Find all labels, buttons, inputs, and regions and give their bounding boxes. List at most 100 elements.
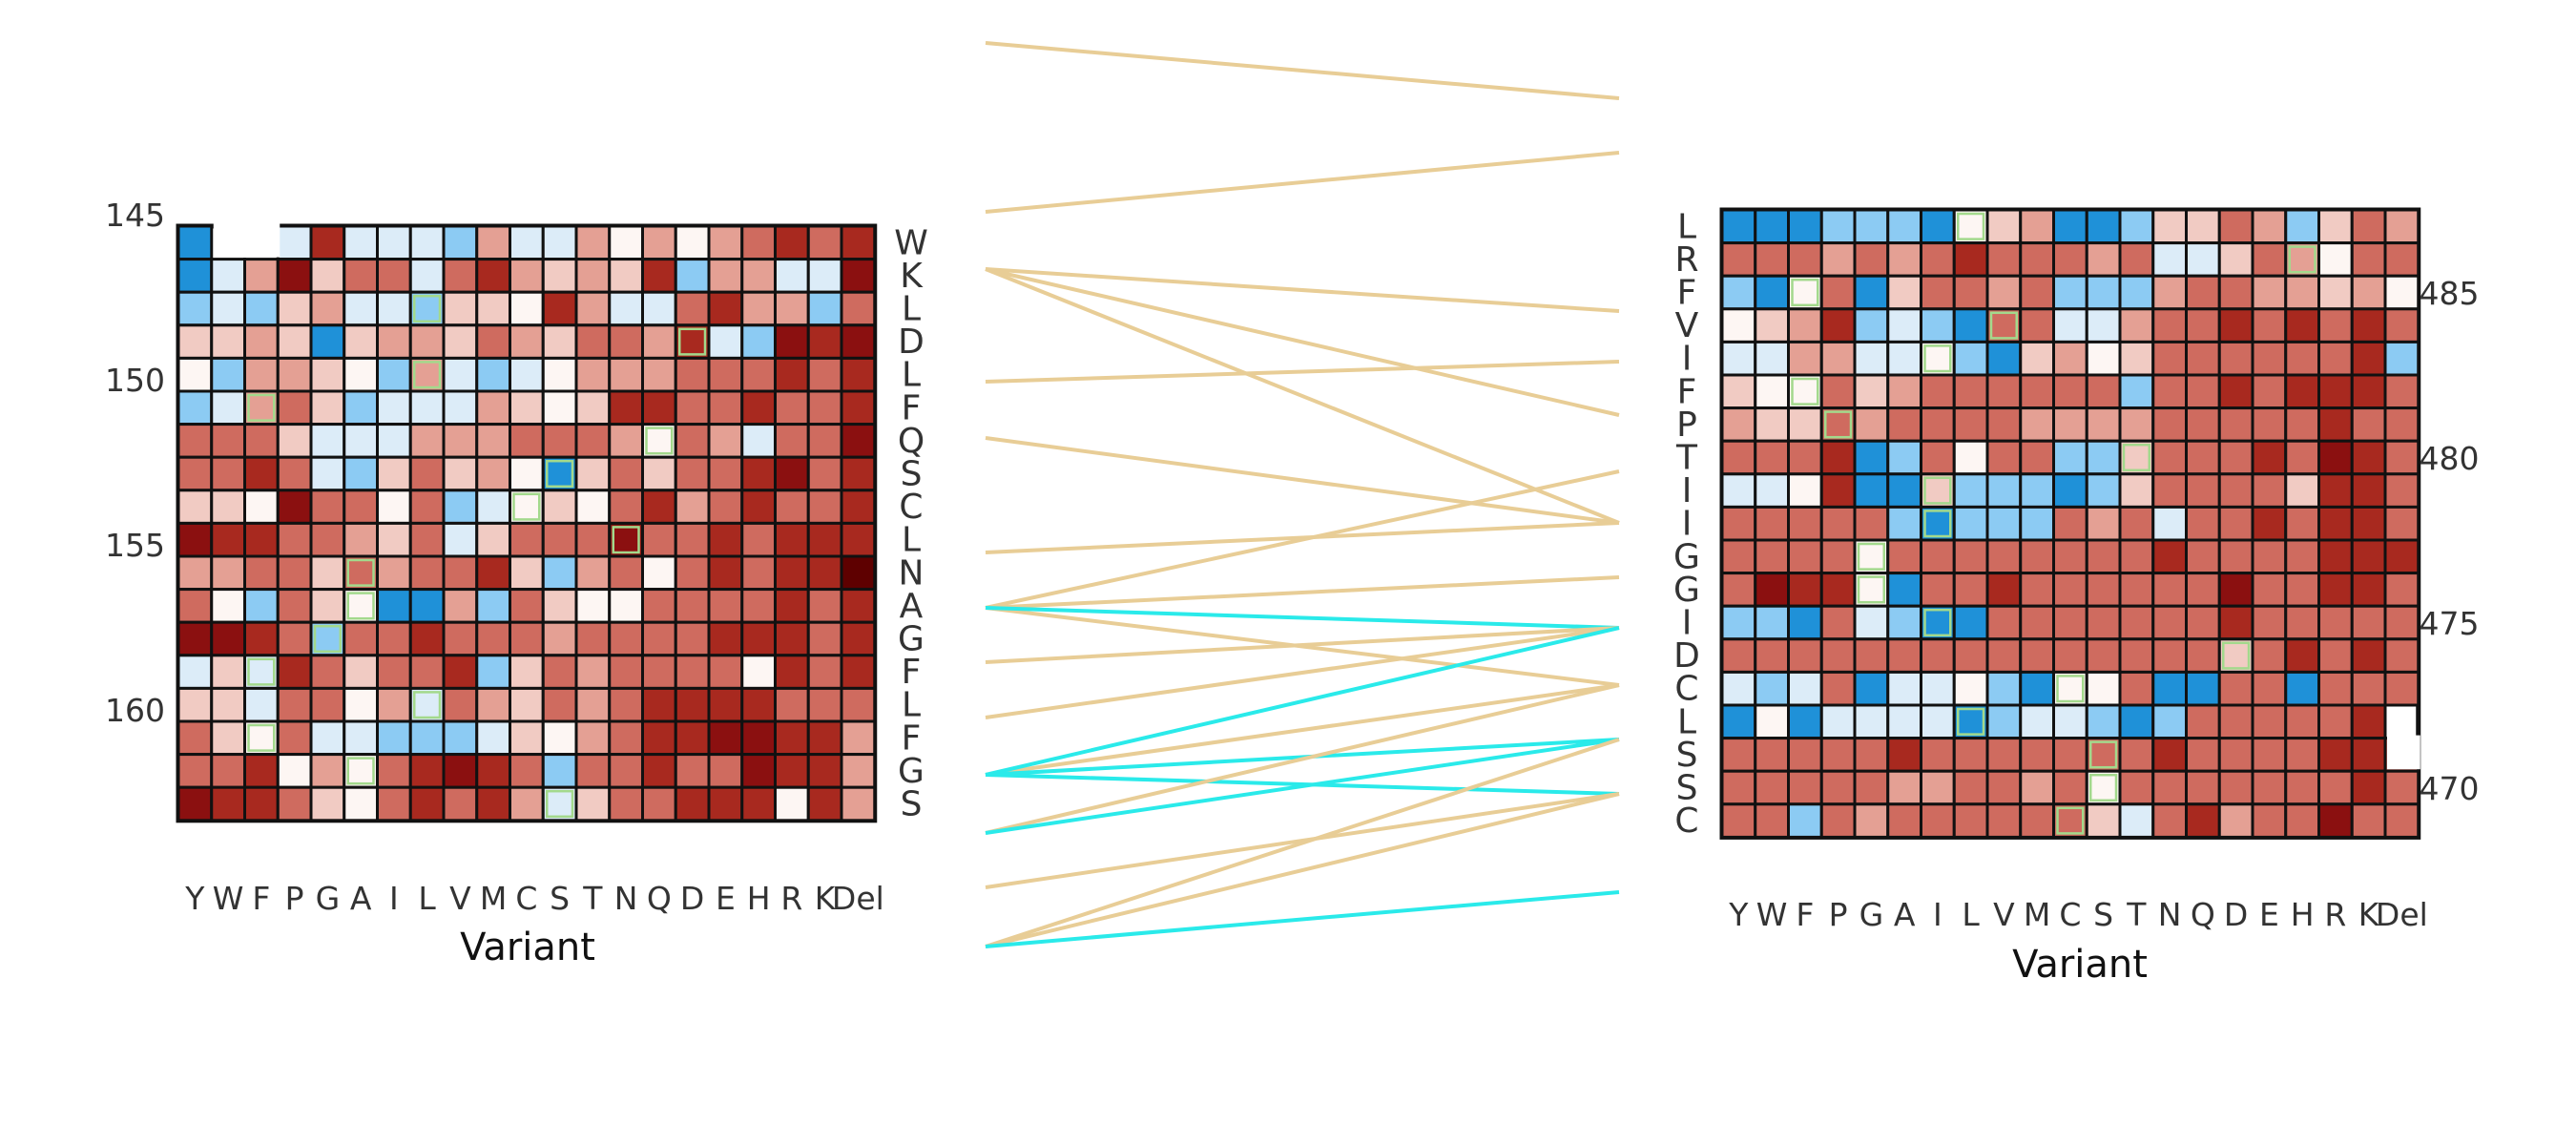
heatmap-cell (1920, 572, 1956, 608)
heatmap-cell (2019, 670, 2055, 707)
heatmap-cell (674, 588, 711, 624)
heatmap-cell (1720, 373, 1757, 410)
heatmap-cell (840, 423, 877, 459)
heatmap-cell (1787, 703, 1823, 740)
heatmap-cell (840, 389, 877, 427)
contact-line-highlight (985, 606, 1620, 630)
heatmap-cell (1886, 538, 1922, 575)
heatmap-cell (774, 521, 810, 558)
contact-line (985, 683, 1620, 835)
heatmap-cell (408, 521, 446, 558)
heatmap-cell (774, 224, 810, 261)
heatmap-cell (408, 719, 446, 757)
heatmap-cell (210, 258, 246, 294)
heatmap-cell (2217, 406, 2254, 443)
heatmap-cell (1787, 604, 1823, 641)
heatmap-cell (1886, 340, 1922, 377)
heatmap-cell (840, 455, 877, 492)
heatmap-cell (1985, 769, 2023, 806)
heatmap-cell (774, 389, 810, 427)
heatmap-cell (2052, 505, 2088, 542)
heatmap-cell (740, 588, 777, 624)
right-residue-label: I (1682, 471, 1693, 510)
left-variant-tick: E (716, 880, 736, 917)
heatmap-cell (707, 588, 744, 624)
heatmap-cell (840, 686, 877, 723)
heatmap-cell (740, 521, 777, 558)
heatmap-cell (343, 785, 379, 822)
heatmap-cell (442, 588, 479, 624)
heatmap-cell (740, 686, 777, 723)
heatmap-cell (1920, 637, 1956, 674)
heatmap-cell (840, 554, 877, 592)
heatmap-cell (574, 554, 612, 592)
heatmap-cell (1886, 769, 1922, 806)
heatmap-cell (707, 389, 744, 427)
heatmap-cell (1720, 340, 1757, 377)
left-position-tick: 145 (105, 197, 165, 234)
heatmap-cell (1819, 604, 1857, 641)
heatmap-cell (707, 224, 744, 261)
contact-line (985, 267, 1620, 525)
left-residue-label: A (900, 587, 924, 626)
left-residue-label: F (902, 653, 922, 692)
heatmap-cell (2217, 769, 2254, 806)
contact-line (985, 41, 1620, 100)
heatmap-cell (774, 753, 810, 789)
left-residue-label: N (899, 553, 924, 593)
heatmap-cell (840, 521, 877, 558)
heatmap-cell (509, 290, 545, 327)
wildtype-marker (2222, 641, 2251, 670)
heatmap-cell (1920, 274, 1956, 311)
heatmap-cell (343, 290, 379, 327)
left-variant-tick: R (780, 880, 802, 917)
heatmap-cell (475, 489, 511, 525)
heatmap-cell (276, 521, 313, 558)
heatmap-cell (1819, 769, 1857, 806)
contact-line (985, 792, 1620, 889)
heatmap-cell (376, 588, 412, 624)
heatmap-cell (1985, 737, 2023, 773)
heatmap-cell (806, 654, 843, 690)
heatmap-cell-wildtype (2284, 241, 2320, 278)
heatmap-cell (2317, 572, 2354, 608)
heatmap-cell (408, 224, 446, 261)
wildtype-marker (1791, 377, 1819, 406)
heatmap-cell (376, 753, 412, 789)
heatmap-cell (1886, 703, 1922, 740)
heatmap-cell (1952, 802, 1989, 839)
heatmap-cell (309, 489, 346, 525)
left-variant-tick: K (815, 880, 837, 917)
heatmap-cell (177, 554, 214, 592)
heatmap-cell (2350, 472, 2387, 509)
heatmap-cell-wildtype (408, 356, 446, 393)
heatmap-cell (177, 654, 214, 690)
heatmap-cell (2217, 373, 2254, 410)
heatmap-cell (2317, 241, 2354, 278)
heatmap-cell (1853, 802, 1890, 839)
heatmap-cell (774, 356, 810, 393)
heatmap-cell (243, 323, 280, 360)
wildtype-marker (1857, 575, 1885, 604)
left-position-tick: 155 (105, 527, 165, 564)
wildtype-marker (2089, 740, 2118, 769)
heatmap-cell (641, 620, 677, 657)
heatmap-cell (2350, 670, 2387, 707)
heatmap-cell (309, 224, 346, 261)
heatmap-cell (1787, 439, 1823, 476)
heatmap-cell (509, 258, 545, 294)
heatmap-cell (1853, 208, 1890, 245)
heatmap-cell (707, 753, 744, 789)
heatmap-cell (2383, 373, 2420, 410)
heatmap-cell (1754, 538, 1790, 575)
heatmap-cell (2118, 670, 2155, 707)
heatmap-cell (276, 323, 313, 360)
heatmap-cell (243, 686, 280, 723)
heatmap-cell (2284, 274, 2320, 311)
heatmap-cell (1985, 340, 2023, 377)
heatmap-cell (674, 489, 711, 525)
heatmap-cell (2383, 604, 2420, 641)
heatmap-cell (1819, 472, 1857, 509)
heatmap-cell (574, 323, 612, 360)
heatmap-cell (674, 389, 711, 427)
